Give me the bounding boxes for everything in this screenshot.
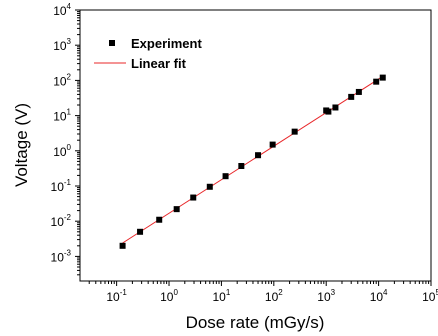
legend-label-experiment: Experiment bbox=[131, 36, 202, 51]
y-tick-label: 100 bbox=[53, 143, 71, 159]
data-point bbox=[291, 128, 298, 135]
data-point bbox=[137, 228, 144, 235]
y-tick-label: 101 bbox=[53, 108, 71, 124]
data-point bbox=[206, 183, 213, 190]
data-point bbox=[355, 88, 362, 95]
x-tick-label: 104 bbox=[370, 288, 388, 304]
x-tick-label: 105 bbox=[422, 288, 438, 304]
x-tick-label: 10-1 bbox=[106, 288, 127, 304]
y-tick-label: 10-2 bbox=[51, 213, 72, 229]
data-point bbox=[255, 152, 262, 159]
x-tick-label: 100 bbox=[160, 288, 178, 304]
legend: Experiment Linear fit bbox=[94, 36, 202, 71]
y-tick-label: 103 bbox=[53, 37, 71, 53]
x-axis: 10-1 100 101 102 103 104 105 bbox=[88, 281, 438, 304]
x-tick-label: 102 bbox=[265, 288, 283, 304]
data-point bbox=[325, 108, 332, 115]
x-axis-title: Dose rate (mGy/s) bbox=[186, 313, 325, 332]
y-tick-label: 104 bbox=[53, 2, 71, 18]
y-tick-label: 10-3 bbox=[51, 248, 72, 264]
plot-frame bbox=[79, 9, 432, 282]
data-point bbox=[156, 216, 163, 223]
data-point bbox=[222, 173, 229, 180]
data-points-layer bbox=[119, 74, 386, 249]
y-tick-label: 102 bbox=[53, 72, 71, 88]
x-tick-label: 103 bbox=[317, 288, 335, 304]
data-point bbox=[373, 78, 380, 85]
legend-marker-experiment bbox=[109, 40, 115, 46]
fit-line bbox=[122, 75, 384, 244]
data-point bbox=[119, 242, 126, 249]
data-point bbox=[269, 141, 276, 148]
data-point bbox=[173, 206, 180, 213]
data-point bbox=[190, 194, 197, 201]
y-tick-label: 10-1 bbox=[51, 178, 72, 194]
y-axis-title: Voltage (V) bbox=[12, 103, 31, 187]
data-point bbox=[348, 93, 355, 100]
x-tick-label: 101 bbox=[213, 288, 231, 304]
fit-line-layer bbox=[122, 75, 384, 244]
y-axis: 10-3 10-2 10-1 100 101 102 103 104 bbox=[51, 2, 80, 276]
data-point bbox=[379, 74, 386, 81]
legend-label-linear-fit: Linear fit bbox=[131, 56, 187, 71]
data-point bbox=[332, 104, 339, 111]
data-point bbox=[238, 162, 245, 169]
